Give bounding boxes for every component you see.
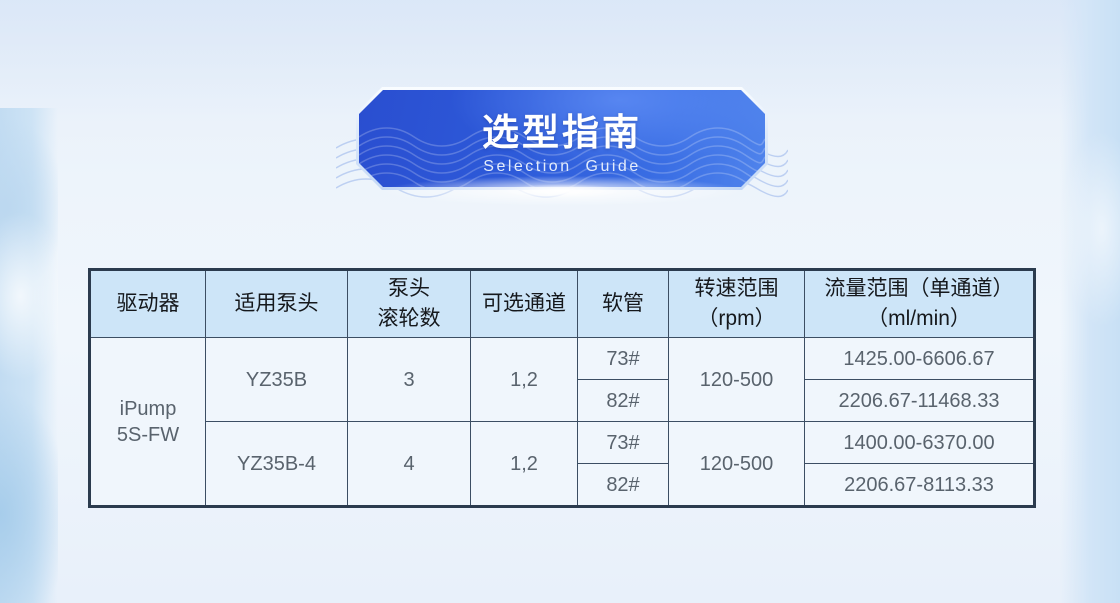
header-driver: 驱动器 (89, 269, 206, 338)
selection-guide-table: 驱动器 适用泵头 泵头 滚轮数 可选通道 软管 转速范围 （rpm） 流量范围（… (88, 268, 1036, 508)
right-decorative-band (1060, 0, 1120, 603)
cell-tubing: 73# (577, 421, 669, 464)
cell-rollers: 3 (347, 337, 471, 422)
cell-flow-range: 2206.67-8113.33 (804, 463, 1035, 507)
cell-channels: 1,2 (470, 421, 578, 507)
header-pump-head: 适用泵头 (205, 269, 348, 338)
cell-flow-range: 2206.67-11468.33 (804, 379, 1035, 422)
cell-tubing: 82# (577, 379, 669, 422)
table-row: YZ35B-4 4 1,2 73# 120-500 1400.00-6370.0… (90, 421, 1035, 507)
table-row: 82# 2206.67-11468.33 (90, 379, 1035, 422)
cell-speed-range: 120-500 (668, 337, 805, 422)
page-subtitle: Selection Guide (483, 158, 641, 175)
cell-tubing: 73# (577, 337, 669, 380)
header-speed-range: 转速范围 （rpm） (668, 269, 805, 338)
cell-channels: 1,2 (470, 337, 578, 422)
table-row: iPump 5S-FW YZ35B 3 1,2 73# 120-500 1425… (89, 337, 1035, 507)
cell-speed-range: 120-500 (668, 421, 805, 507)
cell-flow-range: 1400.00-6370.00 (804, 421, 1035, 464)
cell-flow-range: 1425.00-6606.67 (804, 337, 1035, 380)
cell-rollers: 4 (347, 421, 471, 507)
header-rollers: 泵头 滚轮数 (347, 269, 471, 338)
left-decorative-band (0, 108, 58, 603)
header-channels: 可选通道 (470, 269, 578, 338)
table-row: 82# 2206.67-8113.33 (90, 463, 1035, 507)
page-title: 选型指南 (482, 112, 642, 153)
banner: 选型指南 Selection Guide (312, 84, 812, 214)
header-flow-range: 流量范围（单通道） （ml/min） (804, 269, 1035, 338)
cell-pump-head: YZ35B-4 (205, 421, 348, 507)
cell-driver: iPump 5S-FW (89, 337, 206, 507)
banner-frame: 选型指南 Selection Guide (356, 87, 768, 190)
header-tubing: 软管 (577, 269, 669, 338)
cell-pump-head: YZ35B (205, 337, 348, 422)
banner-body: 选型指南 Selection Guide (359, 90, 765, 187)
table-header-row: 驱动器 适用泵头 泵头 滚轮数 可选通道 软管 转速范围 （rpm） 流量范围（… (89, 269, 1035, 338)
cell-tubing: 82# (577, 463, 669, 507)
